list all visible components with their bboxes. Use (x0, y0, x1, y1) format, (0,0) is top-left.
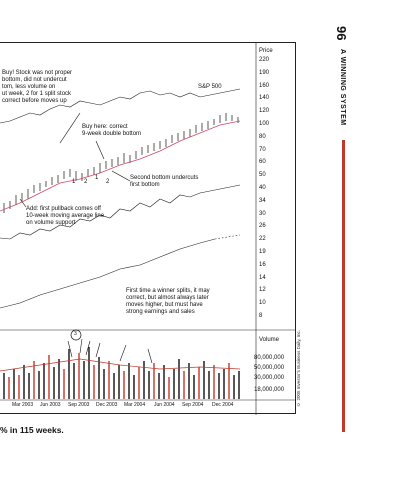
annotation-line: on volume support (26, 220, 76, 226)
date-tick-label: Mar 2004 (124, 402, 146, 408)
base-label-1a: 1 (72, 179, 76, 185)
date-tick-label: Dec 2003 (96, 402, 118, 408)
price-tick-label: 26 (259, 223, 266, 230)
price-bars (3, 113, 239, 213)
price-tick-label: 12 (259, 287, 266, 294)
price-tick-label: 50 (259, 172, 266, 179)
volume-tick-label: 50,000,000 (254, 365, 285, 371)
price-tick-label: 160 (259, 82, 270, 89)
circled-marker (70, 329, 82, 341)
price-header: Price (259, 48, 273, 54)
price-tick-label: 10 (259, 300, 266, 307)
price-tick-label: 140 (259, 95, 270, 102)
red-rule (342, 140, 345, 432)
copyright-notice: © 2005 Investor's Business Daily, Inc. (296, 330, 301, 407)
annotation-arrows (19, 112, 153, 364)
annotation-line: 10-week moving average line (26, 213, 105, 219)
price-tick-label: 30 (259, 210, 266, 217)
price-tick-label: 60 (259, 159, 266, 166)
price-tick-label: 16 (259, 261, 266, 268)
annotation-line: correct, but almost always later (126, 295, 209, 301)
stock-chart: 220 190 160 140 120 100 80 70 60 50 40 34 30 26 22 19 16… (0, 42, 296, 415)
date-tick-label: Mar 2003 (12, 402, 34, 408)
annotation-line: First time a winner splits, it may (126, 288, 210, 294)
circle-label: 3 (74, 331, 77, 337)
base-label-2b: 2 (106, 179, 110, 185)
price-tick-label: 100 (259, 121, 270, 127)
annotation-line: Buy here: correct (82, 124, 128, 130)
annotation-line: moves higher, but must have (126, 302, 203, 308)
volume-header: Volume (259, 337, 280, 343)
annotation-pullback: Add: first pullback comes off 10-week mo… (26, 206, 104, 227)
annotation-line: tom, less volume on (2, 84, 56, 90)
price-tick-label: 19 (259, 249, 266, 255)
chart-drawing (0, 43, 296, 415)
price-tick-label: 220 (259, 57, 270, 63)
date-tick-label: Dec 2004 (212, 402, 234, 408)
volume-average-line (0, 358, 241, 372)
annotation-buy-proper: Buy! Stock was not proper bottom, did no… (2, 70, 72, 105)
price-tick-label: 120 (259, 108, 270, 115)
volume-tick-label: 18,000,000 (254, 387, 285, 393)
price-tick-label: 80 (259, 133, 266, 140)
volume-tick-label: 80,000,000 (254, 355, 285, 361)
running-title: A WINNING SYSTEM (339, 49, 346, 126)
sp500-label: S&P 500 (198, 84, 222, 90)
price-tick-label: 22 (259, 236, 266, 243)
date-tick-label: Jun 2003 (40, 402, 61, 408)
annotation-line: ut week, 2 for 1 split stock (2, 91, 72, 97)
price-tick-label: 8 (259, 313, 263, 319)
volume-bars (3, 347, 240, 399)
price-tick-label: 40 (259, 185, 266, 191)
price-tick-label: 70 (259, 146, 266, 153)
annotation-line: Add: first pullback comes off (26, 206, 101, 212)
page-number: 96 (334, 26, 349, 41)
annotation-line: Second bottom undercuts (130, 175, 199, 181)
annotation-line: correct before moves up (2, 98, 67, 104)
figure-caption: % in 115 weeks. (0, 425, 64, 435)
base-label-2a: 2 (84, 179, 88, 185)
date-tick-label: Jun 2004 (154, 402, 175, 408)
annotation-undercuts: Second bottom undercuts first bottom (130, 175, 198, 189)
annotation-line: strong earnings and sales (126, 309, 195, 315)
trend-line (0, 238, 216, 309)
annotation-buy-here: Buy here: correct 9-week double bottom (82, 124, 141, 138)
annotation-first-split: First time a winner splits, it may corre… (126, 288, 210, 316)
price-tick-label: 190 (259, 69, 270, 76)
sp500-line (0, 88, 241, 124)
annotation-line: 9-week double bottom (82, 131, 142, 137)
date-tick-label: Sep 2003 (68, 402, 90, 408)
annotation-line: Buy! Stock was not proper (2, 70, 73, 76)
price-tick-label: 34 (259, 197, 266, 204)
annotation-line: bottom, did not undercut (2, 77, 67, 83)
trend-line-dotted (214, 234, 241, 240)
relative-strength-line (0, 184, 241, 240)
base-label-1b: 1 (95, 175, 99, 181)
date-tick-label: Sep 2004 (182, 402, 204, 408)
annotation-line: first bottom (130, 182, 160, 188)
volume-tick-label: 30,000,000 (254, 375, 285, 381)
price-tick-label: 14 (259, 274, 266, 281)
moving-average-line (0, 120, 241, 212)
